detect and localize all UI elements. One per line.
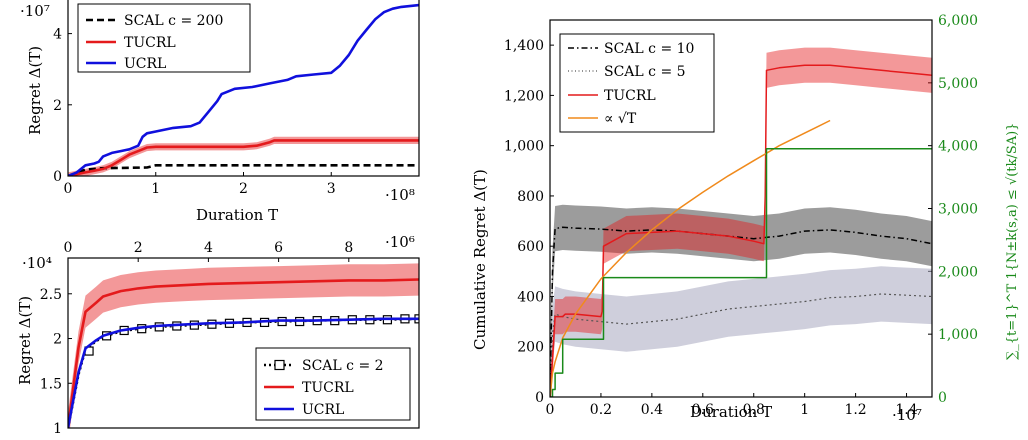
y-tick-label: 400 — [517, 289, 544, 305]
y2-tick-label: 6,000 — [938, 13, 978, 29]
y-tick-label: 2 — [53, 332, 62, 348]
x-tick-label: 3 — [327, 181, 336, 197]
x-tick-label: 8 — [344, 240, 353, 256]
tl-y-label: Regret Δ(T) — [26, 46, 44, 135]
y-tick-label: 4 — [53, 27, 62, 43]
y-tick-label: 600 — [517, 239, 544, 255]
x-tick-label: 0.2 — [590, 402, 612, 418]
right-legend-label-scal10: SCAL c = 10 — [604, 41, 694, 57]
tl-x-label: Duration T — [196, 206, 278, 224]
x-tick-label: 2 — [239, 181, 248, 197]
chart-bottom-left: 0 2 4 6 8 1 1.5 2 2.5 ·10⁶ ·10⁴ Regret Δ(T) SCAL… — [16, 233, 420, 437]
x-tick-label: 0 — [546, 402, 555, 418]
line-count — [550, 148, 932, 397]
tl-legend: SCAL c = 200 TUCRL UCRL — [77, 3, 251, 73]
x-tick-label: 0.6 — [692, 402, 714, 418]
x-tick-label: 1.4 — [895, 402, 917, 418]
line-tucrl — [550, 64, 932, 397]
y-tick-label: 1,200 — [504, 88, 544, 104]
bl-legend-label-scal: SCAL c = 2 — [302, 358, 384, 374]
line-ucrl — [68, 317, 419, 428]
right-frame — [549, 19, 933, 398]
y-tick-label: 1,400 — [504, 38, 544, 54]
bl-legend-marker-scal — [274, 359, 285, 371]
y2-tick-label: 5,000 — [938, 76, 978, 92]
right-y-label: Cumulative Regret Δ(T) — [471, 169, 489, 350]
x-tick-label: 0 — [64, 240, 73, 256]
line-tucrl — [68, 139, 419, 176]
x-tick-label: 2 — [134, 240, 143, 256]
line-tucrl — [68, 278, 419, 428]
y2-tick-label: 4,000 — [938, 139, 978, 155]
y-tick-label: 1,000 — [504, 139, 544, 155]
y-tick-label: 0 — [535, 390, 544, 406]
right-legend: SCAL c = 10 SCAL c = 5 TUCRL ∝ √T — [559, 33, 715, 133]
x-tick-label: 6 — [274, 240, 283, 256]
x-tick-label: 1 — [151, 181, 160, 197]
bl-frame — [67, 257, 420, 429]
band-scal-c-10 — [550, 204, 932, 397]
x-tick-label: 0.4 — [641, 402, 663, 418]
y2-tick-label: 3,000 — [938, 202, 978, 218]
y-tick-label: 800 — [517, 189, 544, 205]
line--t — [550, 119, 831, 397]
x-tick-label: 0.8 — [743, 402, 765, 418]
right-x-label: Duration T — [690, 403, 772, 421]
x-tick-label: 4 — [204, 240, 213, 256]
chart-top-left: 0 1 2 3 0 2 4 ·10⁷ ·10⁸ Regret Δ(T) Duration T… — [20, 0, 420, 224]
bl-y-label: Regret Δ(T) — [16, 296, 34, 385]
tl-legend-label-ucrl: UCRL — [124, 56, 166, 72]
x-tick-label: 1 — [800, 402, 809, 418]
y2-tick-label: 2,000 — [938, 264, 978, 280]
bl-ticks: 0 2 4 6 8 1 1.5 2 2.5 — [40, 240, 354, 437]
y-tick-label: 1 — [53, 421, 62, 437]
right-x-exponent: ·10⁷ — [892, 406, 922, 424]
right-legend-label-tucrl: TUCRL — [604, 88, 656, 104]
x-tick-label: 1.2 — [844, 402, 866, 418]
bl-legend-label-ucrl: UCRL — [302, 402, 344, 418]
y2-tick-label: 0 — [938, 390, 947, 406]
bl-x-exponent: ·10⁶ — [385, 233, 415, 251]
y-tick-label: 2 — [53, 98, 62, 114]
tl-legend-label-tucrl: TUCRL — [124, 35, 176, 51]
bl-legend-label-tucrl: TUCRL — [302, 380, 354, 396]
line-ucrl — [68, 3, 419, 176]
right-legend-label-scal5: SCAL c = 5 — [604, 64, 686, 80]
bl-y-exponent: ·10⁴ — [22, 254, 52, 272]
tl-legend-label-scal: SCAL c = 200 — [124, 13, 223, 29]
line-scal-c-10 — [550, 226, 932, 397]
chart-right: 0 0.2 0.4 0.6 0.8 1 1.2 1.4 0 200 400 600 800 1,000 1,… — [471, 13, 1020, 424]
band-scal-c-5 — [550, 266, 932, 397]
tl-y-exponent: ·10⁷ — [20, 2, 50, 20]
right-ticks: 0 0.2 0.4 0.6 0.8 1 1.2 1.4 0 200 400 600 800 1,000 1,… — [504, 13, 978, 418]
y-tick-label: 0 — [53, 169, 62, 185]
y2-tick-label: 1,000 — [938, 327, 978, 343]
band-tucrl — [550, 47, 932, 397]
tl-frame — [67, 0, 420, 177]
y-tick-label: 200 — [517, 340, 544, 356]
x-tick-label: 0 — [64, 181, 73, 197]
y-tick-label: 1.5 — [40, 376, 62, 392]
y-tick-label: 2.5 — [40, 287, 62, 303]
bl-legend: SCAL c = 2 TUCRL UCRL — [255, 347, 411, 421]
right-legend-label-sqrt: ∝ √T — [604, 111, 637, 127]
right-y2-label: ∑_{t=1}^T 1{N±k(s,a) ≤ √(tk/SA)} — [1005, 123, 1020, 360]
tl-x-exponent: ·10⁸ — [385, 186, 415, 204]
